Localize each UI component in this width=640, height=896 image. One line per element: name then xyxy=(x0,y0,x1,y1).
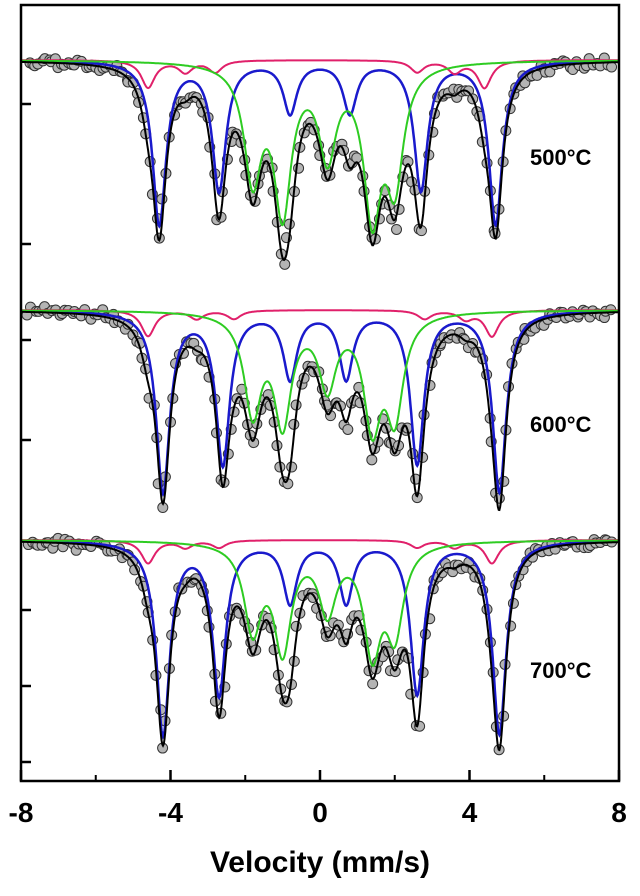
panel-label-500: 500°C xyxy=(530,145,592,170)
spectra-panels xyxy=(20,52,619,756)
panel-label-600: 600°C xyxy=(530,412,592,437)
data-point xyxy=(342,423,354,435)
panel-label-700: 700°C xyxy=(530,658,592,683)
x-tick-label: -4 xyxy=(158,797,183,828)
total-fit-curve xyxy=(20,60,619,262)
data-point xyxy=(366,454,378,466)
data-point xyxy=(279,258,291,270)
total-fit-curve xyxy=(20,540,619,752)
data-point xyxy=(402,156,414,168)
data-point xyxy=(405,688,417,700)
x-axis-ticks: -8 -4 0 4 8 xyxy=(9,770,627,828)
y-axis-ticks xyxy=(21,102,31,764)
total-fit-curve xyxy=(21,310,619,512)
data-point xyxy=(283,218,295,230)
green-component-curve xyxy=(21,59,619,235)
data-point xyxy=(290,620,302,632)
blue-component-curve xyxy=(21,539,619,740)
x-axis-title: Velocity (mm/s) xyxy=(210,846,430,879)
green-component-curve xyxy=(21,539,619,668)
data-point xyxy=(367,678,379,690)
green-component-curve xyxy=(21,309,619,443)
data-point xyxy=(606,61,618,73)
blue-component-curve xyxy=(21,309,619,497)
x-tick-label: 8 xyxy=(611,797,627,828)
data-point xyxy=(293,162,305,174)
x-tick-label: -8 xyxy=(9,797,34,828)
data-point xyxy=(391,223,403,235)
x-tick-label: 4 xyxy=(462,797,478,828)
blue-component-curve xyxy=(21,59,619,229)
x-tick-label: 0 xyxy=(312,797,328,828)
